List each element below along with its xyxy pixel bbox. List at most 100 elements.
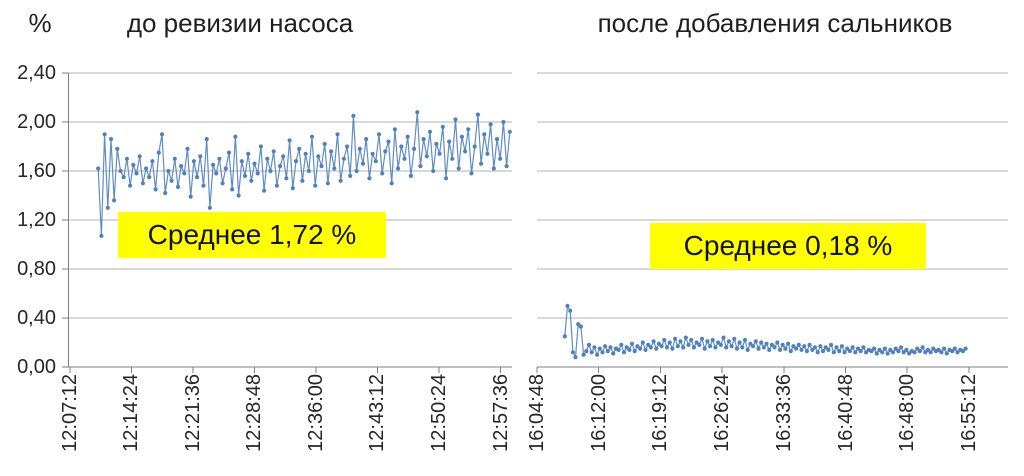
- data-point: [147, 175, 152, 180]
- data-point: [619, 342, 624, 347]
- data-point: [656, 341, 661, 346]
- data-point: [691, 345, 696, 350]
- data-point: [319, 164, 324, 169]
- data-point: [823, 345, 828, 350]
- data-point: [818, 344, 823, 349]
- data-point: [584, 349, 589, 354]
- data-point: [721, 335, 726, 340]
- y-tick-label: 0,80: [17, 258, 56, 280]
- data-point: [764, 341, 769, 346]
- data-point: [667, 340, 672, 345]
- data-point: [777, 347, 783, 352]
- data-point: [751, 344, 756, 349]
- data-point: [890, 350, 896, 355]
- data-point: [274, 183, 279, 188]
- data-point: [443, 176, 449, 181]
- data-point: [931, 346, 936, 351]
- data-point: [124, 156, 129, 161]
- y-tick-label: 1,60: [17, 160, 56, 182]
- data-point: [412, 146, 417, 151]
- x-tick-label: 12:50:24: [428, 374, 450, 452]
- data-point: [271, 149, 276, 154]
- data-point: [729, 344, 734, 349]
- series-line: [97, 111, 511, 237]
- data-point: [869, 349, 874, 354]
- data-point: [627, 347, 632, 352]
- data-point: [370, 151, 375, 156]
- data-point: [603, 344, 608, 349]
- data-point: [904, 347, 909, 352]
- series-plot-svg: [536, 72, 1008, 373]
- data-point: [829, 342, 834, 347]
- data-point: [479, 161, 484, 166]
- data-point: [586, 342, 592, 347]
- x-tick-label: 16:55:12: [957, 374, 980, 452]
- y-tick-label: 2,40: [17, 62, 56, 84]
- x-tick-label: 12:14:24: [120, 374, 143, 452]
- data-point: [329, 149, 334, 154]
- data-point: [255, 171, 260, 176]
- y-tick-label: 0,40: [17, 307, 56, 329]
- data-point: [166, 168, 171, 174]
- y-tick-label: 2,00: [17, 111, 56, 133]
- data-point: [242, 173, 248, 178]
- data-point: [955, 350, 960, 355]
- data-point: [364, 137, 369, 142]
- data-point: [341, 156, 346, 161]
- data-point: [188, 194, 193, 199]
- data-point: [850, 345, 855, 350]
- data-point: [659, 344, 664, 349]
- data-point: [118, 168, 123, 174]
- data-point: [643, 347, 648, 352]
- data-point: [944, 351, 949, 356]
- data-point: [357, 146, 362, 151]
- data-point: [783, 346, 788, 351]
- data-point: [592, 345, 597, 350]
- data-point: [726, 339, 731, 344]
- data-point: [338, 178, 343, 183]
- data-point: [108, 137, 114, 142]
- data-point: [662, 337, 667, 343]
- data-point: [576, 322, 581, 327]
- data-point: [638, 346, 643, 351]
- data-point: [300, 178, 305, 183]
- x-tick-label: 16:04:48: [526, 374, 548, 452]
- data-point: [901, 350, 906, 355]
- data-point: [834, 345, 839, 350]
- data-point: [236, 193, 241, 198]
- data-point: [697, 342, 702, 347]
- data-point: [172, 156, 177, 161]
- data-point: [322, 141, 327, 147]
- data-point: [207, 205, 212, 210]
- y-axis-unit-label: %: [28, 8, 52, 38]
- data-point: [383, 149, 388, 154]
- data-point: [683, 335, 688, 340]
- data-point: [217, 156, 222, 161]
- data-point: [121, 175, 126, 180]
- data-point: [767, 347, 772, 352]
- data-point: [917, 349, 922, 354]
- x-tick-label: 16:19:12: [649, 374, 672, 452]
- data-point: [807, 342, 812, 347]
- data-point: [734, 346, 740, 351]
- data-point: [163, 190, 168, 196]
- data-point: [597, 346, 602, 351]
- data-point: [211, 162, 216, 167]
- data-point: [689, 337, 694, 343]
- data-point: [742, 337, 748, 343]
- data-point: [169, 178, 174, 183]
- data-point: [570, 350, 575, 355]
- data-point: [907, 351, 912, 356]
- data-point: [128, 183, 133, 188]
- data-point: [673, 336, 678, 341]
- data-point: [278, 164, 283, 169]
- data-point: [112, 198, 117, 203]
- data-point: [573, 355, 578, 360]
- data-point: [482, 132, 487, 137]
- data-point: [408, 173, 413, 178]
- x-tick-label: 16:48:00: [896, 374, 919, 452]
- data-point: [874, 351, 879, 356]
- average-callout-after: Среднее 0,18 %: [650, 223, 926, 269]
- data-point: [440, 124, 445, 129]
- data-point: [939, 350, 944, 355]
